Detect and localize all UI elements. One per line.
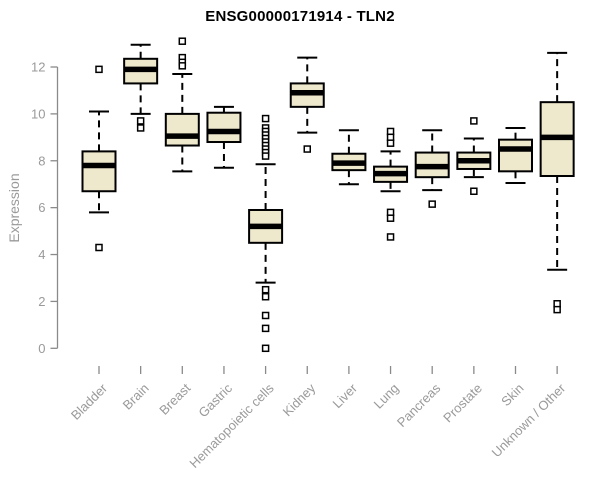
x-tick-label: Breast [156,380,193,417]
outlier-point [136,117,145,125]
x-tick-label: Prostate [440,381,485,426]
outlier-point [386,208,395,217]
outlier-point [95,243,103,252]
outlier-point [261,292,270,301]
outlier-point [470,117,478,125]
outlier-point [428,200,436,208]
outlier-point [261,344,270,353]
outlier-point [386,214,395,222]
x-tick-label: Pancreas [394,380,444,430]
y-tick-label: 2 [38,294,45,309]
outlier-point [386,233,395,241]
outlier-point [178,37,187,45]
outlier-point [470,187,478,195]
x-tick-label: Gastric [195,380,235,420]
outlier-point [261,311,270,320]
outlier-point [261,114,270,123]
y-axis-label: Expression [6,173,22,243]
x-tick-label: Brain [120,381,152,413]
outlier-point [553,305,561,314]
y-tick-label: 4 [38,247,45,262]
outlier-point [386,127,395,136]
outlier-point [178,62,187,70]
outlier-point [261,285,270,294]
box [81,150,117,193]
y-tick-label: 12 [31,60,45,75]
box [498,138,533,173]
box [164,112,200,147]
outlier-point [261,152,270,160]
x-tick-label: Bladder [68,380,111,423]
box [206,111,242,144]
outlier-point [386,133,395,142]
x-tick-label: Skin [498,381,526,409]
x-tick-label: Liver [329,380,360,411]
outlier-point [261,324,270,333]
x-tick-label: Kidney [280,380,319,419]
y-tick-label: 6 [38,200,45,215]
outlier-point [95,65,103,74]
y-tick-label: 8 [38,153,45,168]
x-tick-label: Unknown / Other [489,380,569,460]
outlier-point [303,145,311,153]
y-tick-label: 0 [38,341,45,356]
outlier-point [386,139,395,147]
chart-title: ENSG00000171914 - TLN2 [205,8,395,25]
x-tick-label: Lung [371,381,402,412]
outlier-point [136,124,145,132]
y-tick-label: 10 [31,106,45,121]
outlier-point [553,300,561,308]
